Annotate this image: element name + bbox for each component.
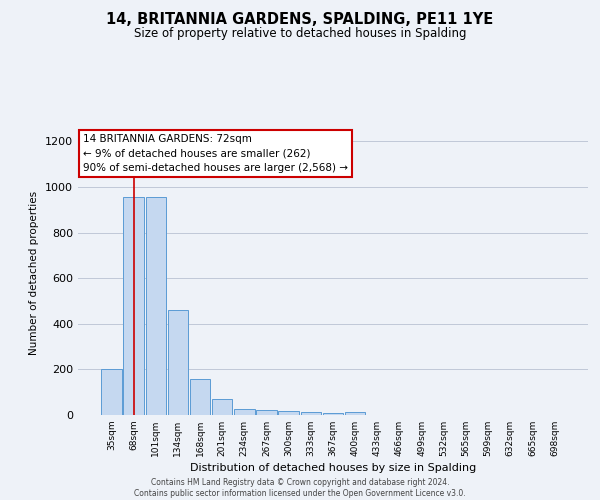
Bar: [301, 412, 321, 415]
Bar: [167, 310, 188, 415]
Bar: [101, 370, 122, 415]
Bar: [190, 378, 210, 415]
Bar: [234, 410, 254, 415]
Text: Size of property relative to detached houses in Spalding: Size of property relative to detached ho…: [134, 28, 466, 40]
Y-axis label: Number of detached properties: Number of detached properties: [29, 190, 40, 354]
Bar: [124, 198, 144, 415]
Text: Contains HM Land Registry data © Crown copyright and database right 2024.
Contai: Contains HM Land Registry data © Crown c…: [134, 478, 466, 498]
Bar: [278, 411, 299, 415]
Bar: [256, 410, 277, 415]
Bar: [345, 412, 365, 415]
X-axis label: Distribution of detached houses by size in Spalding: Distribution of detached houses by size …: [190, 463, 476, 473]
Text: 14 BRITANNIA GARDENS: 72sqm
← 9% of detached houses are smaller (262)
90% of sem: 14 BRITANNIA GARDENS: 72sqm ← 9% of deta…: [83, 134, 348, 173]
Bar: [212, 399, 232, 415]
Bar: [323, 412, 343, 415]
Text: 14, BRITANNIA GARDENS, SPALDING, PE11 1YE: 14, BRITANNIA GARDENS, SPALDING, PE11 1Y…: [106, 12, 494, 28]
Bar: [146, 198, 166, 415]
